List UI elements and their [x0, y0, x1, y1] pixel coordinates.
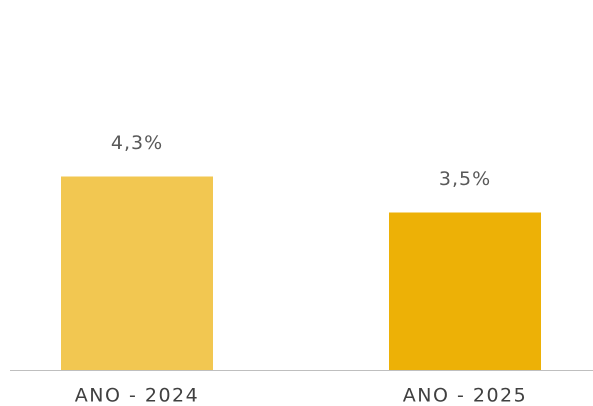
bar [389, 212, 541, 370]
value-label: 4,3% [111, 132, 163, 154]
x-tick-label: ANO - 2025 [403, 385, 527, 406]
value-label: 3,5% [439, 168, 491, 190]
x-tick-label: ANO - 2024 [75, 385, 199, 406]
bar [61, 176, 213, 370]
